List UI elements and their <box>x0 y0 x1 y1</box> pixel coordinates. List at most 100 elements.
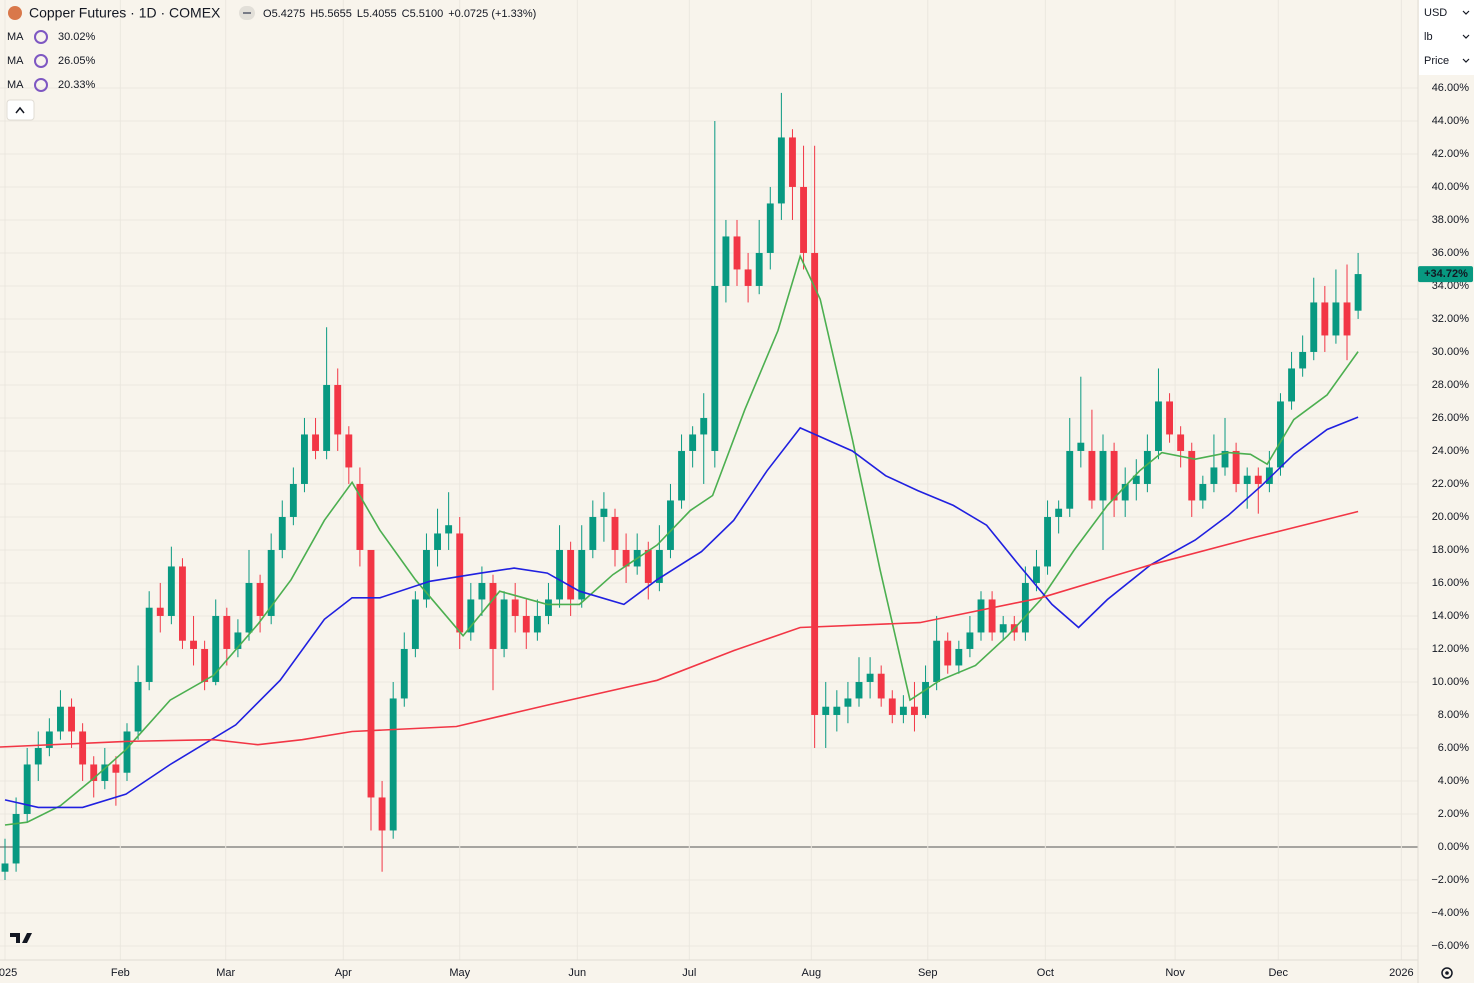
candle-body <box>245 582 253 633</box>
control-chevron <box>1462 10 1470 15</box>
candle-body <box>766 203 774 253</box>
axes: 46.00% 44.00% 42.00% 40.00% 38.00% 36.00% 34.0… <box>0 82 1473 979</box>
moving-average <box>0 510 1359 748</box>
x-tick-label: Jul <box>682 967 696 979</box>
legend-name[interactable]: MA <box>7 55 24 67</box>
candle-body <box>134 681 142 732</box>
candle-body <box>522 615 530 633</box>
x-tick-label: Nov <box>1165 967 1185 979</box>
candle-body <box>1332 302 1340 336</box>
x-tick-label: Apr <box>335 967 352 979</box>
candle-body <box>90 764 98 781</box>
candle-body <box>267 549 275 616</box>
candle-body <box>1143 450 1151 484</box>
candle-body <box>1243 475 1251 484</box>
candle-body <box>511 599 519 616</box>
candle-body <box>301 434 308 484</box>
candle-body <box>145 607 153 682</box>
settings-icon[interactable] <box>1441 967 1453 979</box>
y-tick-label: 14.00% <box>1432 610 1470 622</box>
candle-body <box>156 607 164 616</box>
candle-body <box>1221 450 1229 468</box>
chart-title[interactable]: Copper Futures · 1D · COMEX <box>29 5 221 21</box>
symbol-icon[interactable] <box>8 6 22 20</box>
candle-body <box>600 508 608 517</box>
x-tick-label: Jun <box>568 967 586 979</box>
candle-body <box>689 434 697 451</box>
candle-body <box>23 764 31 814</box>
last-value-label: +34.72% <box>1424 268 1468 280</box>
control-label[interactable]: USD <box>1424 7 1447 19</box>
candle-body <box>1 863 9 872</box>
candle-body <box>855 681 863 699</box>
control-label[interactable]: lb <box>1424 31 1433 43</box>
y-tick-label: 26.00% <box>1432 412 1470 424</box>
y-tick-label: −4.00% <box>1431 907 1469 919</box>
candle-body <box>1121 483 1129 501</box>
y-tick-label: 22.00% <box>1432 478 1470 490</box>
x-tick-label: 2025 <box>0 967 17 979</box>
y-tick-label: 30.00% <box>1432 346 1470 358</box>
candle-body <box>700 417 708 435</box>
y-tick-label: 34.00% <box>1432 280 1470 292</box>
legend: MA 30.02% MA 26.05% MA 20.33% <box>7 30 96 92</box>
candle-body <box>256 582 264 616</box>
candle-body <box>1232 450 1240 484</box>
candle-body <box>744 269 752 286</box>
candle-body <box>478 582 486 600</box>
logo[interactable] <box>10 933 32 943</box>
y-tick-label: −6.00% <box>1431 940 1469 952</box>
moving-average <box>4 254 1359 826</box>
candle-body <box>1021 582 1029 633</box>
candle-body <box>533 615 541 633</box>
candle-body <box>1099 450 1107 501</box>
settings-icon-center <box>1445 971 1449 975</box>
candle-body <box>467 599 475 633</box>
y-tick-label: 0.00% <box>1438 841 1469 853</box>
control-label[interactable]: Price <box>1424 55 1449 67</box>
legend-name[interactable]: MA <box>7 31 24 43</box>
candle-body <box>933 640 941 682</box>
candle-body <box>1155 401 1162 451</box>
collapse-button[interactable] <box>6 99 35 121</box>
candle-body <box>833 706 841 715</box>
y-tick-label: 28.00% <box>1432 379 1470 391</box>
candle-body <box>944 640 952 666</box>
candle-body <box>966 632 974 649</box>
readout-label: O <box>263 8 272 20</box>
candle-body <box>167 566 175 616</box>
y-tick-label: −2.00% <box>1431 874 1469 886</box>
candle-body <box>356 483 364 550</box>
candle-body <box>711 285 719 451</box>
plot <box>0 92 1362 880</box>
candle-body <box>999 624 1007 633</box>
readout-value: 5.5655 <box>318 8 352 20</box>
candle-body <box>79 731 87 765</box>
candle-body <box>988 599 996 633</box>
candle-body <box>57 706 64 732</box>
candle-body <box>911 706 918 715</box>
y-tick-label: 42.00% <box>1432 148 1470 160</box>
candle-body <box>423 549 430 600</box>
y-tick-label: 36.00% <box>1432 247 1470 259</box>
candle-body <box>1321 302 1329 336</box>
candle-body <box>1254 475 1262 484</box>
candle-body <box>1166 401 1173 435</box>
candle-body <box>278 516 286 550</box>
candle-body <box>755 252 763 286</box>
y-tick-label: 44.00% <box>1432 115 1470 127</box>
candle-body <box>179 566 186 641</box>
control-chevron <box>1462 58 1470 63</box>
y-tick-label: 24.00% <box>1432 445 1470 457</box>
candle-body <box>400 648 408 699</box>
candle-body <box>888 698 896 715</box>
y-tick-label: 40.00% <box>1432 181 1470 193</box>
x-tick-label: 2026 <box>1389 967 1413 979</box>
candle-body <box>789 137 796 187</box>
legend-icon <box>34 54 48 68</box>
readout-label: C <box>402 8 410 20</box>
legend-name[interactable]: MA <box>7 79 24 91</box>
y-tick-label: 20.00% <box>1432 511 1470 523</box>
y-tick-label: 32.00% <box>1432 313 1470 325</box>
y-tick-label: 4.00% <box>1438 775 1469 787</box>
